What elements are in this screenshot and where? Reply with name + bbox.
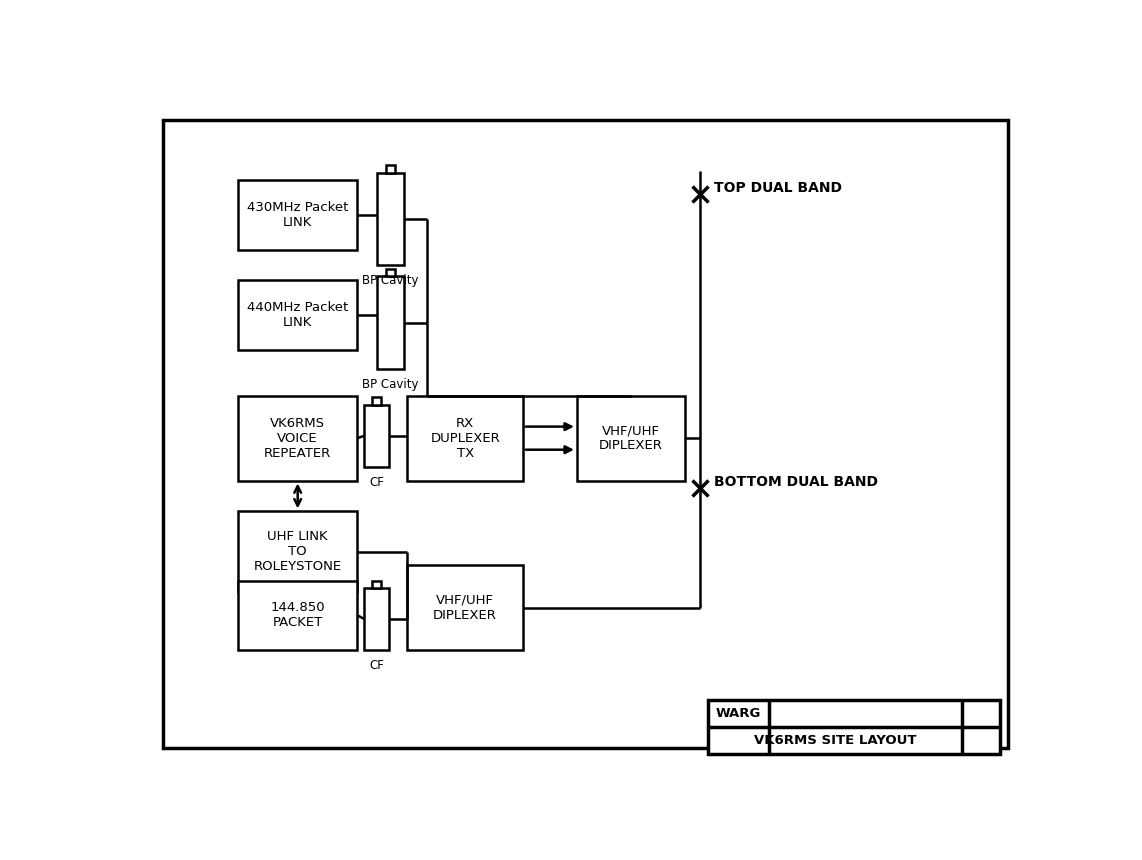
Bar [408, 565, 523, 650]
Text: WARG: WARG [716, 707, 762, 720]
Bar [386, 268, 395, 276]
Text: CF: CF [369, 659, 384, 673]
Text: 440MHz Packet
LINK: 440MHz Packet LINK [247, 301, 348, 329]
Text: BP Cavity: BP Cavity [362, 378, 419, 391]
Bar [377, 276, 404, 369]
Text: 430MHz Packet
LINK: 430MHz Packet LINK [247, 201, 348, 229]
Text: VK6RMS SITE LAYOUT: VK6RMS SITE LAYOUT [754, 734, 916, 746]
Text: VHF/UHF
DIPLEXER: VHF/UHF DIPLEXER [433, 593, 497, 622]
Text: 144.850
PACKET: 144.850 PACKET [271, 601, 325, 630]
Text: CF: CF [369, 476, 384, 488]
Bar [577, 396, 684, 481]
Bar [238, 580, 357, 650]
Bar [238, 280, 357, 350]
Bar [238, 512, 357, 593]
Bar [238, 396, 357, 481]
Bar [377, 173, 404, 265]
Bar [372, 580, 381, 588]
Text: VHF/UHF
DIPLEXER: VHF/UHF DIPLEXER [598, 424, 662, 452]
Text: BP Cavity: BP Cavity [362, 274, 419, 287]
Text: TOP DUAL BAND: TOP DUAL BAND [714, 181, 842, 195]
Bar [408, 396, 523, 481]
Bar [364, 588, 389, 650]
Bar [386, 165, 395, 173]
Bar [708, 700, 1000, 754]
Text: UHF LINK
TO
ROLEYSTONE: UHF LINK TO ROLEYSTONE [254, 531, 341, 574]
Text: BOTTOM DUAL BAND: BOTTOM DUAL BAND [714, 475, 878, 489]
Text: RX
DUPLEXER
TX: RX DUPLEXER TX [431, 416, 500, 459]
Text: VK6RMS
VOICE
REPEATER: VK6RMS VOICE REPEATER [264, 416, 331, 459]
Bar [364, 405, 389, 467]
Bar [372, 397, 381, 405]
Bar [238, 181, 357, 249]
